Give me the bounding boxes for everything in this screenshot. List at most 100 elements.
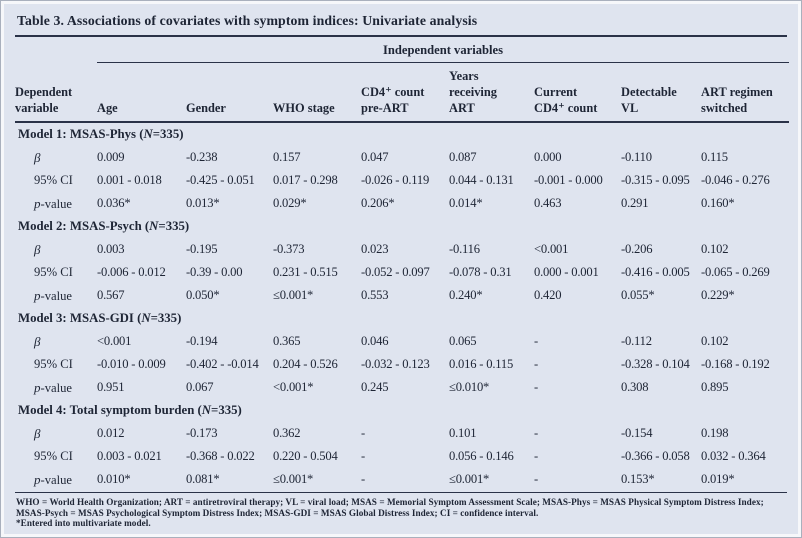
cell-value: 0.102 bbox=[701, 334, 729, 348]
model-header-row: Model 4: Total symptom burden (N=335) bbox=[15, 399, 789, 422]
cell-value: 0.023 bbox=[361, 242, 389, 256]
cell-value: -0.173 bbox=[186, 426, 218, 440]
cell-value: -0.328 - 0.104 bbox=[621, 357, 690, 371]
cell-value: -0.416 - 0.005 bbox=[621, 265, 690, 279]
cell-value: 0.420 bbox=[534, 288, 562, 302]
column-header: Detectable VL bbox=[621, 62, 701, 123]
row-label: 95% CI bbox=[34, 449, 73, 463]
cell-value: - bbox=[534, 380, 538, 394]
cell-value: 0.001 - 0.018 bbox=[97, 173, 162, 187]
cell-value: -0.168 - 0.192 bbox=[701, 357, 770, 371]
header-line: VL bbox=[621, 101, 639, 115]
cell-value: 0.050* bbox=[186, 288, 220, 302]
cell-value: -0.425 - 0.051 bbox=[186, 173, 255, 187]
header-line: pre-ART bbox=[361, 101, 409, 115]
cell-value: -0.315 - 0.095 bbox=[621, 173, 690, 187]
row-label: β bbox=[34, 333, 41, 349]
cell-value: 0.101 bbox=[449, 426, 477, 440]
header-line: Years bbox=[449, 69, 479, 83]
cell-value: 0.087 bbox=[449, 150, 477, 164]
cell-value: 0.895 bbox=[701, 380, 729, 394]
cell-value: 0.951 bbox=[97, 380, 125, 394]
cell-value: -0.112 bbox=[621, 334, 652, 348]
cell-value: 0.047 bbox=[361, 150, 389, 164]
cell-value: -0.368 - 0.022 bbox=[186, 449, 255, 463]
model-header-row: Model 2: MSAS-Psych (N=335) bbox=[15, 215, 789, 238]
data-row: p-value 0.951 0.067 <0.001* 0.245 ≤0.010* - 0.3… bbox=[15, 376, 789, 399]
cell-value: 0.206* bbox=[361, 196, 395, 210]
row-label: p-value bbox=[34, 471, 72, 487]
header-line: CD4⁺ count bbox=[361, 85, 425, 99]
row-label: p-value bbox=[34, 379, 72, 395]
cell-value: ≤0.001* bbox=[449, 472, 490, 486]
column-header: Age bbox=[97, 62, 186, 123]
cell-value: 0.013* bbox=[186, 196, 220, 210]
cell-value: <0.001 bbox=[97, 334, 132, 348]
cell-value: 0.153* bbox=[621, 472, 655, 486]
cell-value: -0.154 bbox=[621, 426, 653, 440]
row-label: β bbox=[34, 149, 41, 165]
header-line: Current bbox=[534, 85, 578, 99]
cell-value: 0.014* bbox=[449, 196, 483, 210]
cell-value: 0.065 bbox=[449, 334, 477, 348]
cell-value: - bbox=[361, 449, 365, 463]
table-body: Model 1: MSAS-Phys (N=335) β 0.009 -0.238 0.… bbox=[15, 122, 789, 491]
row-label: 95% CI bbox=[34, 265, 73, 279]
cell-value: - bbox=[361, 426, 365, 440]
header-line: Detectable bbox=[621, 85, 677, 99]
model-title: Model 4: Total symptom burden (N=335) bbox=[18, 403, 242, 417]
cell-value: 0.000 bbox=[534, 150, 562, 164]
data-row: 95% CI -0.010 - 0.009 -0.402 - -0.014 0.204… bbox=[15, 353, 789, 376]
model-header-row: Model 1: MSAS-Phys (N=335) bbox=[15, 122, 789, 146]
footnote-asterisk: *Entered into multivariate model. bbox=[16, 518, 151, 529]
cell-value: -0.001 - 0.000 bbox=[534, 173, 603, 187]
blank-cell bbox=[15, 37, 97, 63]
row-label: β bbox=[34, 425, 41, 441]
cell-value: 0.044 - 0.131 bbox=[449, 173, 514, 187]
cell-value: ≤0.010* bbox=[449, 380, 490, 394]
header-line: Gender bbox=[186, 101, 226, 115]
cell-value: - bbox=[534, 472, 538, 486]
header-line: ART regimen bbox=[701, 85, 773, 99]
cell-value: 0.056 - 0.146 bbox=[449, 449, 514, 463]
row-label: 95% CI bbox=[34, 173, 73, 187]
cell-value: -0.010 - 0.009 bbox=[97, 357, 166, 371]
cell-value: 0.029* bbox=[273, 196, 307, 210]
column-header-dependent-variable: Dependent variable bbox=[15, 62, 97, 123]
data-row: β 0.009 -0.238 0.157 0.047 0.087 0.000 -0.110 0.… bbox=[15, 146, 789, 169]
cell-value: 0.055* bbox=[621, 288, 655, 302]
column-header: CD4⁺ count pre-ART bbox=[361, 62, 449, 123]
model-title: Model 1: MSAS-Phys (N=335) bbox=[18, 127, 184, 141]
cell-value: 0.012 bbox=[97, 426, 125, 440]
cell-value: -0.402 - -0.014 bbox=[186, 357, 259, 371]
independent-variables-row: Independent variables bbox=[15, 37, 790, 63]
cell-value: -0.052 - 0.097 bbox=[361, 265, 430, 279]
cell-value: 0.229* bbox=[701, 288, 735, 302]
cell-value: 0.017 - 0.298 bbox=[273, 173, 338, 187]
cell-value: 0.567 bbox=[97, 288, 125, 302]
cell-value: 0.231 - 0.515 bbox=[273, 265, 338, 279]
row-label: 95% CI bbox=[34, 357, 73, 371]
row-label: p-value bbox=[34, 195, 72, 211]
data-row: 95% CI -0.006 - 0.012 -0.39 - 0.00 0.231 - … bbox=[15, 261, 789, 284]
data-row: 95% CI 0.003 - 0.021 -0.368 - 0.022 0.220 -… bbox=[15, 445, 789, 468]
cell-value: - bbox=[534, 334, 538, 348]
table-card: Table 3. Associations of covariates with… bbox=[4, 4, 798, 534]
cell-value: - bbox=[534, 426, 538, 440]
header-line: Dependent bbox=[15, 85, 73, 99]
data-row: β 0.012 -0.173 0.362 - 0.101 - -0.154 0.198 bbox=[15, 422, 789, 445]
cell-value: 0.198 bbox=[701, 426, 729, 440]
cell-value: <0.001* bbox=[273, 380, 314, 394]
cell-value: 0.291 bbox=[621, 196, 649, 210]
cell-value: - bbox=[534, 449, 538, 463]
cell-value: 0.010* bbox=[97, 472, 131, 486]
column-header: ART regimen switched bbox=[701, 62, 790, 123]
cell-value: 0.553 bbox=[361, 288, 389, 302]
cell-value: -0.206 bbox=[621, 242, 653, 256]
header-line: WHO stage bbox=[273, 101, 335, 115]
header-line: variable bbox=[15, 101, 59, 115]
cell-value: 0.204 - 0.526 bbox=[273, 357, 338, 371]
cell-value: - bbox=[534, 357, 538, 371]
footnotes: WHO = World Health Organization; ART = a… bbox=[15, 492, 787, 529]
